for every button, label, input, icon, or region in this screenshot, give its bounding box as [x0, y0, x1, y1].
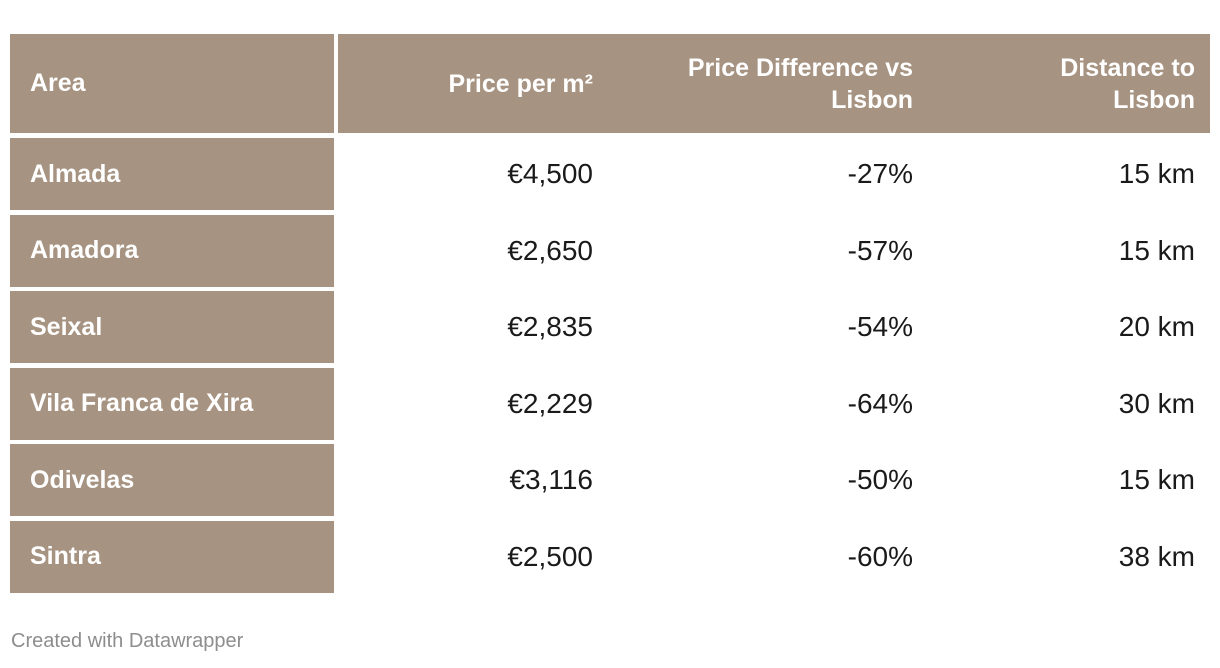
row-area-label: Odivelas	[10, 444, 334, 516]
row-data-cells: €2,650 -57% 15 km	[338, 214, 1210, 287]
table-header-row: Area Price per m² Price Difference vs Li…	[10, 34, 1210, 133]
price-per-m2-cell: €2,835	[338, 291, 608, 363]
price-difference-cell: -50%	[608, 444, 928, 516]
distance-cell: 15 km	[928, 214, 1210, 287]
row-area-label: Vila Franca de Xira	[10, 367, 334, 440]
price-difference-cell: -60%	[608, 520, 928, 593]
distance-cell: 38 km	[928, 520, 1210, 593]
column-header-price-per-m2: Price per m²	[448, 69, 593, 98]
table-row: Vila Franca de Xira €2,229 -64% 30 km	[10, 367, 1210, 440]
distance-cell: 20 km	[928, 291, 1210, 363]
row-data-cells: €2,500 -60% 38 km	[338, 520, 1210, 593]
distance-cell: 15 km	[928, 138, 1210, 210]
price-per-m2-cell: €2,500	[338, 520, 608, 593]
price-difference-cell: -54%	[608, 291, 928, 363]
row-data-cells: €2,835 -54% 20 km	[338, 291, 1210, 363]
row-data-cells: €2,229 -64% 30 km	[338, 367, 1210, 440]
table-row: Almada €4,500 -27% 15 km	[10, 138, 1210, 210]
price-difference-cell: -57%	[608, 214, 928, 287]
price-per-m2-cell: €2,229	[338, 367, 608, 440]
row-area-label: Almada	[10, 138, 334, 210]
table-header-band: Price per m² Price Difference vs Lisbon …	[338, 34, 1210, 133]
table-row: Amadora €2,650 -57% 15 km	[10, 214, 1210, 287]
distance-cell: 15 km	[928, 444, 1210, 516]
price-per-m2-cell: €2,650	[338, 214, 608, 287]
price-difference-cell: -64%	[608, 367, 928, 440]
column-header-area: Area	[10, 34, 334, 133]
table-row: Seixal €2,835 -54% 20 km	[10, 291, 1210, 363]
row-area-label: Amadora	[10, 214, 334, 287]
price-comparison-table: Area Price per m² Price Difference vs Li…	[10, 34, 1210, 597]
row-area-label: Seixal	[10, 291, 334, 363]
column-header-price-difference: Price Difference vs Lisbon	[687, 53, 913, 114]
table-row: Sintra €2,500 -60% 38 km	[10, 520, 1210, 593]
datawrapper-attribution-link[interactable]: Created with Datawrapper	[11, 630, 244, 652]
distance-cell: 30 km	[928, 367, 1210, 440]
price-difference-cell: -27%	[608, 138, 928, 210]
row-area-label: Sintra	[10, 520, 334, 593]
row-data-cells: €4,500 -27% 15 km	[338, 138, 1210, 210]
price-per-m2-cell: €3,116	[338, 444, 608, 516]
table-body: Almada €4,500 -27% 15 km Amadora €2,650 …	[10, 138, 1210, 593]
table-row: Odivelas €3,116 -50% 15 km	[10, 444, 1210, 516]
row-data-cells: €3,116 -50% 15 km	[338, 444, 1210, 516]
price-per-m2-cell: €4,500	[338, 138, 608, 210]
column-header-distance: Distance to Lisbon	[1060, 53, 1195, 114]
